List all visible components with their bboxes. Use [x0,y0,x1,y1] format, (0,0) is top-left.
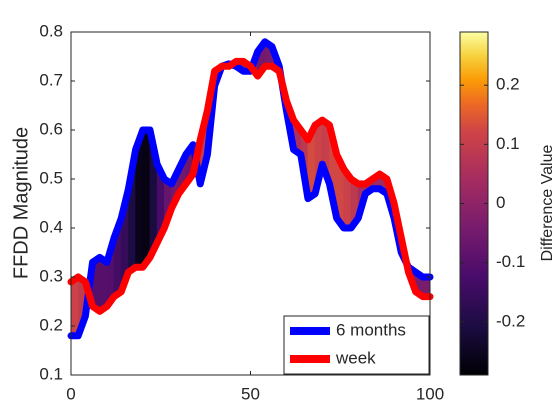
y-axis-label: FFDD Magnitude [10,127,32,279]
difference-fill [142,129,151,269]
colorbar-tick-label: 0.2 [496,75,520,94]
x-tick-label: 0 [66,384,75,403]
series-line [67,57,434,315]
y-tick-label: 0.3 [39,266,63,285]
y-tick-label: 0.1 [39,364,63,383]
legend-box [283,315,430,375]
y-tick-label: 0.6 [39,119,63,138]
colorbar-tick-label: 0 [496,193,505,212]
x-tick-label: 100 [416,384,444,403]
y-tick-label: 0.8 [39,21,63,40]
colorbar-tick-label: -0.1 [496,252,525,271]
y-tick-label: 0.4 [39,217,63,236]
legend-label: week [335,348,376,367]
y-tick-label: 0.5 [39,168,63,187]
colorbar-tick-label: 0.1 [496,134,520,153]
x-tick-label: 50 [241,384,260,403]
colorbar-tick-label: -0.2 [496,311,525,330]
colorbar [459,31,489,376]
y-tick-label: 0.7 [39,70,63,89]
difference-fill [70,276,79,337]
legend-label: 6 months [336,320,406,339]
y-tick-label: 0.2 [39,315,63,334]
colorbar-label: Difference Value [539,144,556,261]
